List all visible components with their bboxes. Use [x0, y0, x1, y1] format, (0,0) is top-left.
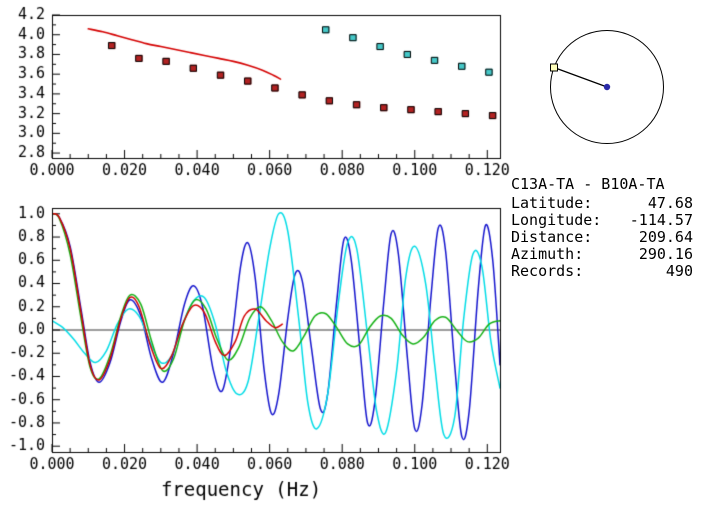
azimuth-label: Azimuth:	[511, 245, 584, 263]
azimuth-circle	[550, 30, 664, 144]
distance-value: 209.64	[638, 228, 693, 246]
info-row-azimuth: Azimuth: 290.16	[511, 246, 693, 263]
info-row-longitude: Longitude: -114.57	[511, 212, 693, 229]
azimuth-indicator	[550, 30, 664, 144]
records-value: 490	[665, 262, 693, 280]
station-info-panel: C13A-TA - B10A-TA Latitude: 47.68 Longit…	[511, 176, 693, 280]
info-row-latitude: Latitude: 47.68	[511, 195, 693, 212]
azimuth-value: 290.16	[638, 245, 693, 263]
longitude-value: -114.57	[629, 211, 693, 229]
latitude-value: 47.68	[647, 194, 693, 212]
info-row-distance: Distance: 209.64	[511, 229, 693, 246]
info-row-records: Records: 490	[511, 263, 693, 280]
station-pair-label: C13A-TA - B10A-TA	[511, 175, 665, 193]
azimuth-edge-marker	[550, 63, 558, 72]
latitude-label: Latitude:	[511, 194, 593, 212]
records-label: Records:	[511, 262, 584, 280]
longitude-label: Longitude:	[511, 211, 602, 229]
distance-label: Distance:	[511, 228, 593, 246]
azimuth-line	[553, 66, 608, 88]
azimuth-center-marker	[603, 83, 611, 91]
